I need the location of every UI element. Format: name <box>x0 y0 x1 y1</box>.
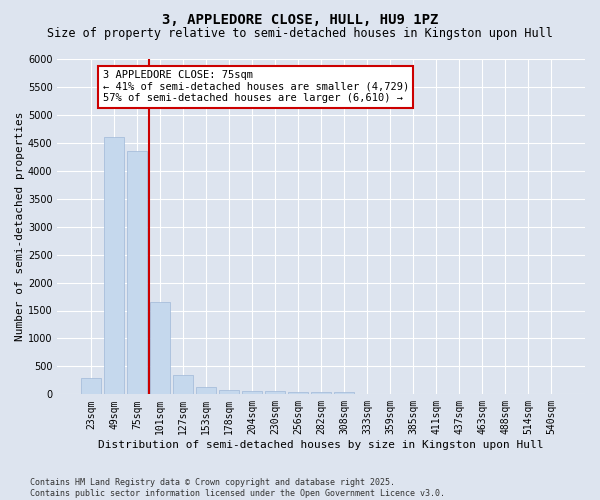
Bar <box>173 375 193 394</box>
Bar <box>265 392 285 394</box>
Text: Size of property relative to semi-detached houses in Kingston upon Hull: Size of property relative to semi-detach… <box>47 28 553 40</box>
Text: 3, APPLEDORE CLOSE, HULL, HU9 1PZ: 3, APPLEDORE CLOSE, HULL, HU9 1PZ <box>162 12 438 26</box>
Text: Contains HM Land Registry data © Crown copyright and database right 2025.
Contai: Contains HM Land Registry data © Crown c… <box>30 478 445 498</box>
Bar <box>311 392 331 394</box>
Bar <box>82 378 101 394</box>
Bar <box>127 151 147 394</box>
X-axis label: Distribution of semi-detached houses by size in Kingston upon Hull: Distribution of semi-detached houses by … <box>98 440 544 450</box>
Bar <box>289 392 308 394</box>
Bar <box>242 390 262 394</box>
Y-axis label: Number of semi-detached properties: Number of semi-detached properties <box>15 112 25 342</box>
Bar <box>196 387 216 394</box>
Bar <box>220 390 239 394</box>
Bar <box>104 136 124 394</box>
Bar <box>151 302 170 394</box>
Bar <box>334 392 354 394</box>
Text: 3 APPLEDORE CLOSE: 75sqm
← 41% of semi-detached houses are smaller (4,729)
57% o: 3 APPLEDORE CLOSE: 75sqm ← 41% of semi-d… <box>103 70 409 103</box>
